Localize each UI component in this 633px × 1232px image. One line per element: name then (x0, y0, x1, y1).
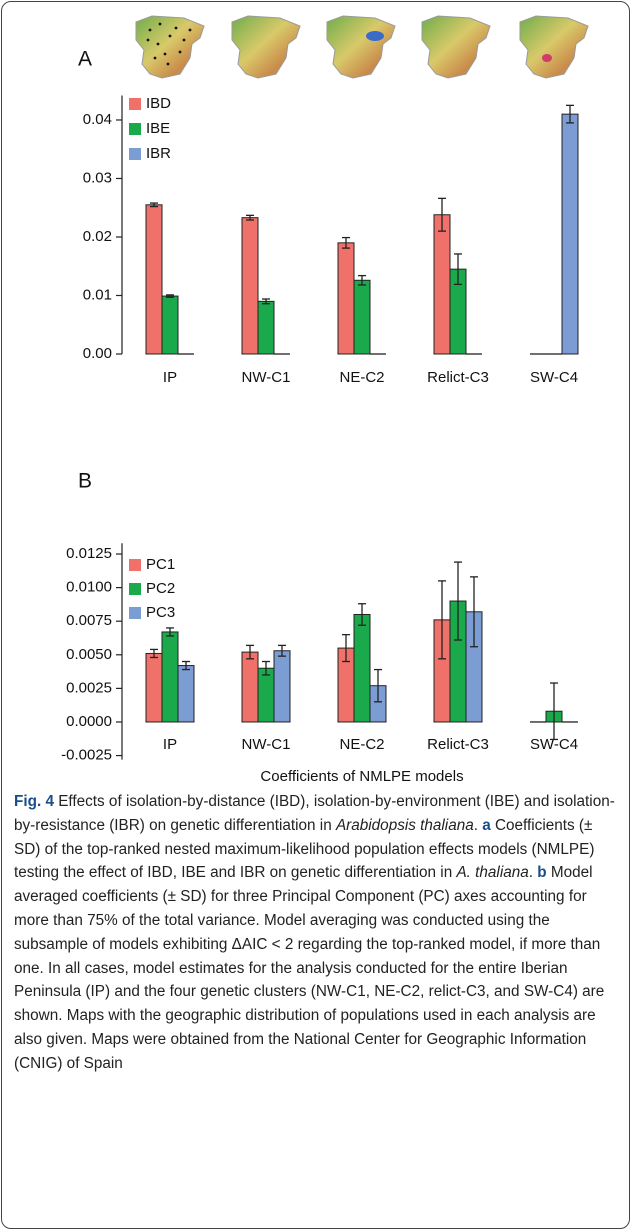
x-tick-label: NE-C2 (339, 369, 384, 386)
bar (146, 205, 162, 354)
bar (242, 218, 258, 354)
y-tick-label: 0.02 (83, 228, 112, 245)
caption-run: A. thaliana (456, 864, 528, 881)
y-tick-label: 0.01 (83, 286, 112, 303)
caption-run: b (537, 864, 546, 881)
caption-run: Arabidopsis thaliana (336, 817, 474, 834)
page: {"chart_data": [ {"type": "bar", "panel_… (0, 0, 633, 1232)
x-tick-label: NW-C1 (242, 736, 291, 753)
legend-swatch (129, 559, 141, 571)
x-tick-label: NE-C2 (339, 736, 384, 753)
x-tick-label: Relict-C3 (427, 736, 489, 753)
y-tick-label: -0.0025 (61, 747, 112, 764)
y-tick-label: 0.0050 (66, 646, 112, 663)
bar (562, 114, 578, 354)
y-tick-label: 0.0025 (66, 679, 112, 696)
legend-label: IBD (146, 95, 171, 112)
x-tick-label: Relict-C3 (427, 369, 489, 386)
map (136, 16, 204, 78)
panel-label: B (78, 470, 92, 493)
bar (162, 296, 178, 354)
y-tick-label: 0.0000 (66, 713, 112, 730)
bar (338, 243, 354, 354)
bar (242, 652, 258, 722)
y-tick-label: 0.00 (83, 345, 112, 362)
legend-label: PC3 (146, 604, 175, 621)
legend-swatch (129, 583, 141, 595)
caption-run: . (474, 817, 483, 834)
x-tick-label: IP (163, 369, 177, 386)
map (327, 16, 395, 78)
caption-run: . (529, 864, 538, 881)
bar (274, 651, 290, 722)
y-tick-label: 0.0075 (66, 612, 112, 629)
y-tick-label: 0.04 (83, 111, 112, 128)
bar (258, 668, 274, 722)
x-axis-title: Coefficients of NMLPE models (260, 768, 463, 785)
x-tick-label: NW-C1 (242, 369, 291, 386)
caption-run: a (482, 817, 491, 834)
map (232, 16, 300, 78)
x-tick-label: IP (163, 736, 177, 753)
legend-swatch (129, 123, 141, 135)
maps (136, 16, 588, 78)
bar (146, 653, 162, 722)
bar (178, 666, 194, 722)
bar (354, 614, 370, 721)
map-cluster (542, 54, 552, 62)
figure: A 0.00 0.01 0.02 0.03 0.04 IP NW-C1 NE-C2 Relict-… (0, 0, 633, 790)
map-cluster (366, 31, 384, 41)
legend-swatch (129, 607, 141, 619)
legend-swatch (129, 148, 141, 160)
legend-label: PC2 (146, 580, 175, 597)
caption-run: Model averaged coefficients (± SD) for t… (14, 864, 604, 1071)
bar (434, 215, 450, 354)
caption: Fig. 4 Effects of isolation-by-distance … (14, 790, 620, 1076)
legend-label: PC1 (146, 556, 175, 573)
bar (354, 280, 370, 354)
map (422, 16, 490, 78)
x-tick-label: SW-C4 (530, 369, 578, 386)
bar (258, 301, 274, 354)
caption-run: Fig. 4 (14, 793, 54, 810)
legend-label: IBR (146, 145, 171, 162)
y-tick-label: 0.03 (83, 169, 112, 186)
map (520, 16, 588, 78)
y-tick-label: 0.0125 (66, 545, 112, 562)
bar (162, 632, 178, 722)
panel-label: A (78, 48, 92, 71)
legend-label: IBE (146, 120, 170, 137)
legend-swatch (129, 98, 141, 110)
y-tick-label: 0.0100 (66, 579, 112, 596)
